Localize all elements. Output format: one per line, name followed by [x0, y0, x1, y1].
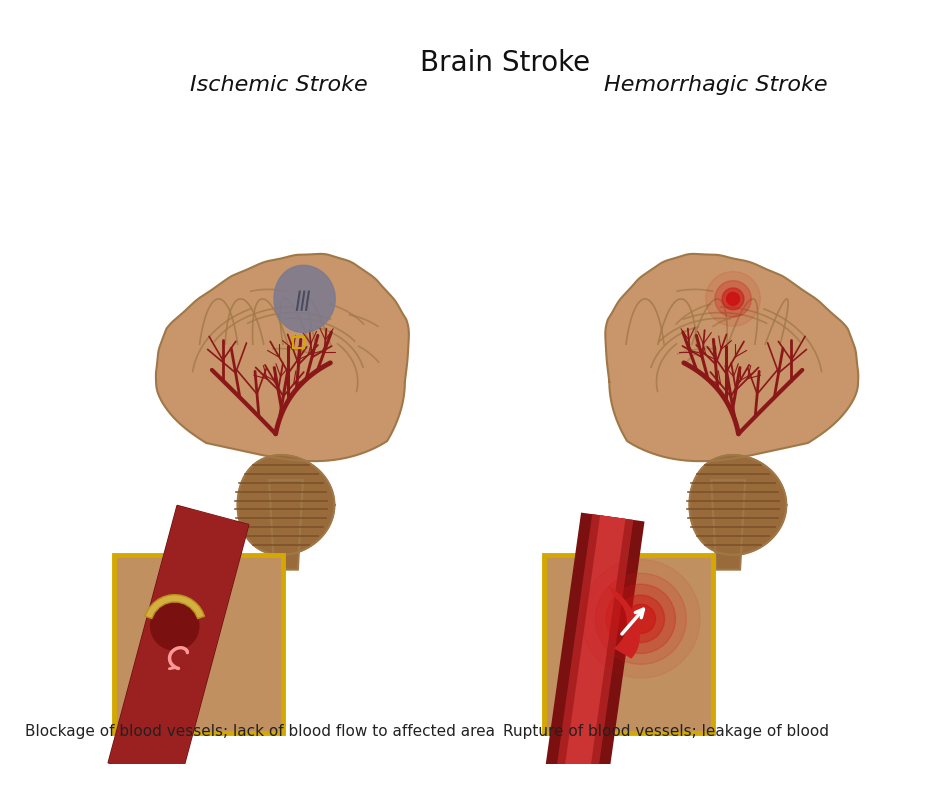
- Text: Rupture of blood vessels; leakage of blood: Rupture of blood vessels; leakage of blo…: [502, 724, 828, 739]
- Polygon shape: [689, 455, 785, 555]
- Circle shape: [150, 602, 198, 650]
- Text: Ischemic Stroke: Ischemic Stroke: [189, 74, 367, 94]
- Text: Hemorrhagic Stroke: Hemorrhagic Stroke: [603, 74, 827, 94]
- Circle shape: [626, 604, 654, 634]
- Polygon shape: [269, 480, 302, 570]
- Text: Brain Stroke: Brain Stroke: [420, 50, 590, 78]
- Polygon shape: [545, 513, 644, 775]
- Polygon shape: [604, 254, 857, 461]
- Polygon shape: [556, 514, 633, 774]
- Circle shape: [726, 293, 739, 306]
- Polygon shape: [108, 506, 248, 782]
- Circle shape: [581, 560, 699, 678]
- Polygon shape: [710, 480, 744, 570]
- Polygon shape: [122, 510, 235, 778]
- Polygon shape: [156, 254, 409, 461]
- Bar: [544, 555, 712, 733]
- Bar: [114, 555, 283, 733]
- Circle shape: [705, 271, 759, 326]
- Polygon shape: [108, 506, 248, 782]
- Circle shape: [616, 595, 664, 642]
- Circle shape: [721, 288, 743, 310]
- Polygon shape: [564, 515, 625, 772]
- Polygon shape: [273, 266, 335, 333]
- Circle shape: [714, 281, 751, 317]
- Polygon shape: [237, 455, 334, 555]
- Circle shape: [605, 584, 675, 654]
- Text: Blockage of blood vessels; lack of blood flow to affected area: Blockage of blood vessels; lack of blood…: [25, 724, 495, 739]
- Polygon shape: [608, 586, 639, 658]
- Bar: [293, 337, 304, 347]
- Circle shape: [594, 574, 686, 664]
- Polygon shape: [145, 594, 204, 618]
